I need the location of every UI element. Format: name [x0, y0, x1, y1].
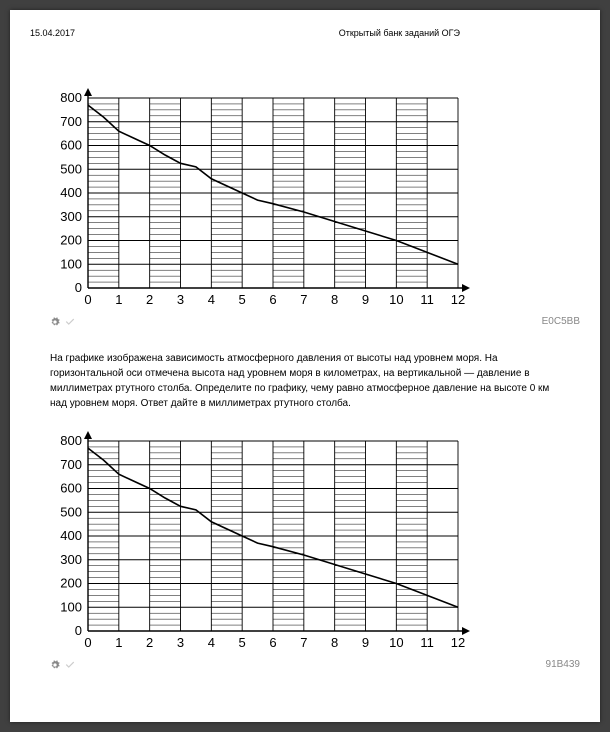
svg-text:5: 5 — [239, 635, 246, 650]
svg-text:200: 200 — [60, 576, 82, 591]
task-description: На графике изображена зависимость атмосф… — [50, 351, 568, 411]
task-footer: 91B439 — [30, 659, 580, 670]
svg-text:0: 0 — [84, 635, 91, 650]
svg-text:9: 9 — [362, 292, 369, 307]
svg-text:100: 100 — [60, 599, 82, 614]
task-icons — [50, 660, 76, 670]
pressure-chart: 0123456789101112010020030040050060070080… — [50, 431, 474, 655]
svg-text:3: 3 — [177, 635, 184, 650]
task-id-label: E0C5BB — [542, 316, 580, 327]
svg-text:2: 2 — [146, 635, 153, 650]
header-date: 15.04.2017 — [30, 28, 75, 38]
svg-text:4: 4 — [208, 292, 215, 307]
svg-text:6: 6 — [269, 635, 276, 650]
svg-text:0: 0 — [75, 280, 82, 295]
svg-text:1: 1 — [115, 292, 122, 307]
svg-text:6: 6 — [269, 292, 276, 307]
chart-container: 0123456789101112010020030040050060070080… — [50, 431, 580, 655]
gear-icon — [50, 660, 60, 670]
svg-text:600: 600 — [60, 481, 82, 496]
svg-text:10: 10 — [389, 635, 403, 650]
svg-text:300: 300 — [60, 552, 82, 567]
svg-text:12: 12 — [451, 292, 465, 307]
svg-text:11: 11 — [420, 292, 434, 307]
svg-text:400: 400 — [60, 528, 82, 543]
svg-text:10: 10 — [389, 292, 403, 307]
task-block: 0123456789101112010020030040050060070080… — [30, 88, 580, 327]
check-icon — [64, 317, 76, 327]
svg-text:9: 9 — [362, 635, 369, 650]
svg-text:3: 3 — [177, 292, 184, 307]
svg-text:8: 8 — [331, 635, 338, 650]
svg-text:200: 200 — [60, 233, 82, 248]
svg-text:700: 700 — [60, 114, 82, 129]
svg-text:12: 12 — [451, 635, 465, 650]
page-header: 15.04.2017 Открытый банк заданий ОГЭ — [30, 28, 580, 38]
svg-text:0: 0 — [84, 292, 91, 307]
task-footer: E0C5BB — [30, 316, 580, 327]
check-icon — [64, 660, 76, 670]
svg-text:100: 100 — [60, 256, 82, 271]
chart-container: 0123456789101112010020030040050060070080… — [50, 88, 580, 312]
pressure-chart: 0123456789101112010020030040050060070080… — [50, 88, 474, 312]
svg-text:8: 8 — [331, 292, 338, 307]
svg-text:500: 500 — [60, 161, 82, 176]
gear-icon — [50, 317, 60, 327]
svg-text:4: 4 — [208, 635, 215, 650]
svg-text:11: 11 — [420, 635, 434, 650]
svg-text:7: 7 — [300, 292, 307, 307]
document-page: 15.04.2017 Открытый банк заданий ОГЭ 012… — [10, 10, 600, 722]
svg-text:500: 500 — [60, 504, 82, 519]
svg-text:400: 400 — [60, 185, 82, 200]
svg-text:800: 800 — [60, 433, 82, 448]
svg-text:700: 700 — [60, 457, 82, 472]
svg-text:300: 300 — [60, 209, 82, 224]
header-title: Открытый банк заданий ОГЭ — [339, 28, 460, 38]
task-icons — [50, 317, 76, 327]
svg-text:1: 1 — [115, 635, 122, 650]
task-block: 0123456789101112010020030040050060070080… — [30, 431, 580, 670]
svg-text:7: 7 — [300, 635, 307, 650]
svg-text:2: 2 — [146, 292, 153, 307]
svg-text:0: 0 — [75, 623, 82, 638]
task-id-label: 91B439 — [546, 659, 580, 670]
svg-text:5: 5 — [239, 292, 246, 307]
svg-text:600: 600 — [60, 138, 82, 153]
svg-text:800: 800 — [60, 90, 82, 105]
